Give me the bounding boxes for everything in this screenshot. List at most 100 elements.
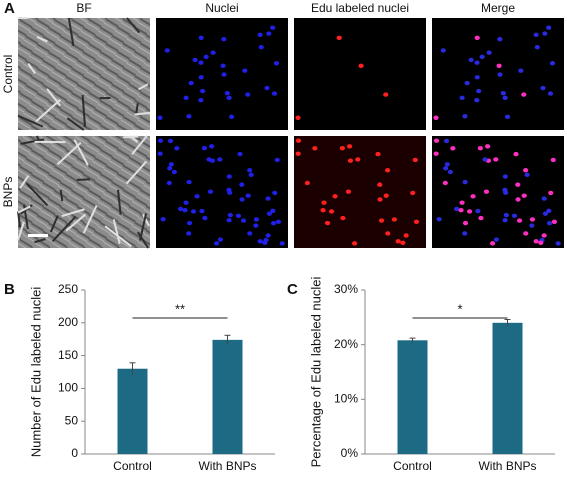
micrograph (156, 18, 288, 130)
nucleus (304, 180, 310, 186)
y-tick-label: 150 (58, 348, 78, 362)
nucleus (462, 114, 468, 119)
nucleus (482, 157, 488, 162)
nucleus (521, 92, 527, 97)
nucleus (235, 213, 242, 219)
nucleus (547, 91, 554, 96)
nucleus (183, 95, 189, 101)
nucleus (202, 215, 208, 221)
nucleus (227, 212, 233, 218)
nucleus (440, 48, 446, 53)
nucleus (177, 206, 184, 212)
cell (131, 135, 148, 155)
nucleus (410, 190, 416, 196)
y-tick-label: 50 (65, 413, 79, 427)
cell (51, 215, 77, 243)
nucleus (524, 172, 530, 178)
nucleus (464, 80, 470, 86)
nucleus (270, 208, 276, 214)
nucleus (534, 44, 540, 50)
nucleus (521, 193, 527, 198)
row-label: Control (1, 55, 15, 94)
nucleus (433, 151, 439, 156)
nucleus (470, 194, 476, 199)
nucleus (540, 85, 546, 91)
nucleus (209, 144, 215, 149)
x-tick-label: Control (113, 459, 152, 473)
nucleus (513, 151, 519, 157)
nucleus (182, 207, 188, 213)
cell (136, 231, 149, 249)
nucleus (245, 193, 251, 198)
nucleus (478, 215, 484, 221)
image-background (432, 136, 564, 248)
nucleus (213, 241, 220, 246)
nucleus (477, 146, 483, 151)
nucleus (157, 115, 163, 120)
panel-label: B (4, 281, 15, 298)
y-tick-label: 0 (71, 446, 78, 460)
nucleus (443, 166, 449, 171)
y-tick-label: 20% (334, 337, 358, 351)
nucleus (198, 35, 204, 41)
nucleus (274, 157, 280, 163)
cell (67, 17, 75, 46)
cell (142, 213, 150, 227)
nucleus (258, 44, 264, 50)
nucleus (502, 95, 508, 101)
column-label: Nuclei (205, 1, 238, 15)
panel-label: A (4, 0, 15, 17)
nucleus (265, 233, 271, 238)
nucleus (358, 63, 364, 69)
nucleus (198, 60, 204, 65)
nucleus (453, 206, 460, 212)
nucleus (505, 114, 511, 120)
nucleus (474, 35, 480, 41)
nucleus (459, 95, 465, 101)
micrograph (156, 136, 288, 248)
cell (117, 189, 122, 215)
nucleus (378, 218, 385, 223)
nucleus (496, 63, 502, 69)
nucleus (385, 168, 391, 173)
panel-label: C (287, 281, 298, 298)
x-tick-label: With BNPs (478, 459, 536, 473)
nucleus (160, 217, 166, 222)
nucleus (240, 218, 247, 223)
nucleus (328, 209, 335, 214)
nucleus (171, 169, 177, 175)
nucleus (523, 168, 529, 173)
nucleus (321, 200, 327, 205)
nucleus (198, 98, 204, 103)
y-axis-title: Number of Edu labeled nuclei (28, 287, 43, 458)
nucleus (266, 211, 273, 216)
column-label: Merge (481, 1, 515, 15)
cell (34, 238, 46, 244)
y-tick-label: 250 (58, 282, 78, 296)
x-tick-label: Control (393, 459, 432, 473)
nucleus (475, 208, 481, 214)
nucleus (502, 174, 508, 179)
cell (36, 36, 48, 43)
nucleus (479, 54, 485, 60)
y-tick-label: 10% (334, 392, 358, 406)
nucleus (295, 151, 301, 156)
nucleus (340, 215, 346, 221)
nucleus (217, 157, 223, 162)
cell (112, 219, 121, 244)
nucleus (395, 239, 401, 244)
nucleus (206, 157, 212, 162)
image-background (18, 136, 150, 248)
nucleus (157, 151, 163, 156)
nucleus (186, 231, 192, 236)
nucleus (220, 63, 226, 69)
nucleus (466, 209, 473, 214)
nucleus (474, 60, 480, 65)
nucleus (377, 197, 383, 202)
nucleus (224, 90, 230, 96)
nucleus (447, 169, 453, 175)
nucleus (201, 146, 207, 151)
bar (492, 322, 523, 454)
cell (56, 142, 82, 166)
nucleus (217, 237, 223, 242)
